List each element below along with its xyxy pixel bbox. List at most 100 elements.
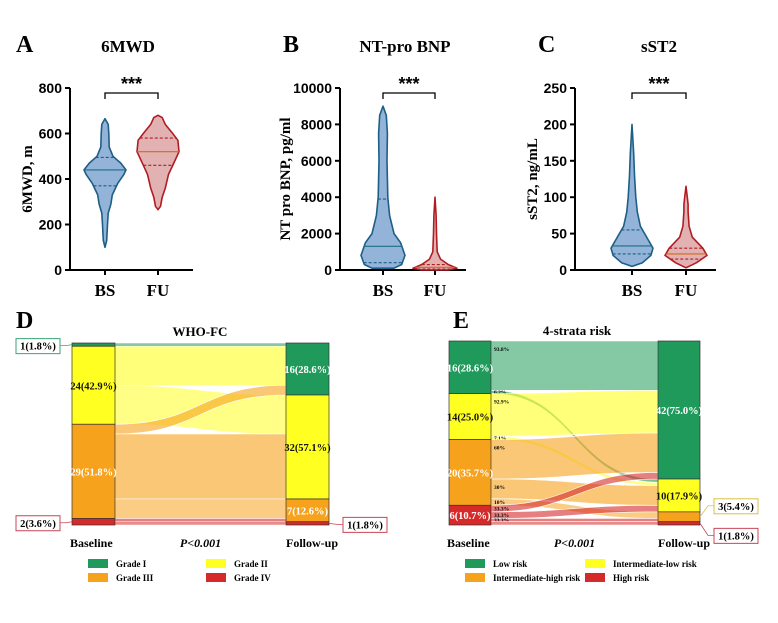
followup-node-2 — [657, 478, 701, 513]
legend-label: Grade II — [234, 559, 268, 569]
sankey-panel-d: 1(1.8%) 24(42.9%) 29(51.8%) 2(3.6%) 16(28.6%… — [15, 338, 388, 583]
legend-swatch — [465, 573, 485, 582]
y-tick-label: 200 — [544, 116, 568, 132]
flow-percent-label: 60% — [494, 446, 505, 452]
legend-swatch — [88, 573, 108, 582]
y-tick-label: 0 — [559, 262, 567, 278]
panel-letter-c: C — [538, 32, 555, 58]
flow-ribbon — [490, 432, 659, 480]
panel-e-title: 4-strata risk — [543, 323, 612, 338]
callout-leader — [699, 523, 714, 536]
violin-fu — [136, 114, 180, 211]
violin-bs — [610, 123, 654, 268]
flow-percent-label: 93.8% — [494, 347, 509, 353]
y-tick-label: 8000 — [301, 116, 332, 132]
followup-node-4 — [657, 521, 701, 526]
sankey-panel-e: 93.8%6.2%92.9%7.1%60%30%10%33.3%33.3%33.… — [447, 340, 759, 583]
callout-leader — [60, 521, 73, 524]
callout-leader — [60, 344, 73, 347]
flow-ribbon — [114, 521, 287, 526]
legend-swatch — [206, 573, 226, 582]
baseline-node-label: 6(10.7%) — [449, 511, 491, 522]
followup-node-1 — [657, 340, 701, 480]
flow-ribbon — [490, 340, 659, 391]
panel-b-title: NT-pro BNP — [359, 37, 450, 56]
flow-percent-label: 33.3% — [494, 507, 509, 513]
legend-label: Intermediate-high risk — [493, 573, 580, 583]
flow-ribbon — [490, 389, 659, 437]
flow-percent-label: 6.2% — [494, 390, 506, 396]
followup-node-3 — [657, 511, 701, 523]
followup-node-label: 10(17.9%) — [656, 491, 703, 502]
significance-bracket — [382, 92, 436, 99]
baseline-node-label: 29(51.8%) — [70, 467, 117, 478]
y-tick-label: 0 — [324, 262, 332, 278]
baseline-node-label: 14(25.0%) — [447, 413, 494, 424]
x-tick-label: BS — [95, 281, 116, 300]
followup-callout-label: 1(1.8%) — [347, 520, 383, 531]
y-tick-label: 250 — [544, 80, 568, 96]
y-tick-label: 600 — [39, 126, 63, 142]
followup-node-4 — [285, 521, 330, 526]
legend-swatch — [465, 559, 485, 568]
followup-node-label: 32(57.1%) — [284, 443, 331, 454]
panel-letter-d: D — [16, 308, 33, 334]
panel-letter-a: A — [16, 32, 34, 58]
followup-node-label: 16(28.6%) — [284, 365, 331, 376]
baseline-node-4 — [71, 518, 116, 526]
baseline-node-1 — [71, 342, 116, 347]
significance-label: *** — [648, 74, 669, 94]
followup-node-1 — [285, 342, 330, 396]
flow-percent-label: 10% — [494, 500, 505, 506]
baseline-node-label: 24(42.9%) — [70, 381, 117, 392]
x-tick-label: FU — [424, 281, 447, 300]
callout-box — [713, 527, 759, 544]
callout-leader — [699, 505, 714, 518]
baseline-node-4 — [448, 504, 492, 526]
y-tick-label: 100 — [544, 189, 568, 205]
y-tick-label: 10000 — [293, 80, 332, 96]
violin-panel-a: 0 200 400 600 800 6MWD, m BS FU *** — [20, 74, 193, 300]
baseline-node-2 — [71, 345, 116, 425]
violin-panel-c: 0 50 100 150 200 250 sST2, ng/mL BS FU *** — [525, 74, 716, 300]
x-tick-label: BS — [622, 281, 643, 300]
baseline-node-label: 16(28.6%) — [447, 363, 494, 374]
x-tick-label: BS — [373, 281, 394, 300]
y-axis-label: sST2, ng/mL — [525, 138, 541, 220]
legend-swatch — [585, 559, 605, 568]
followup-node-2 — [285, 394, 330, 500]
flow-percent-label: 33.3% — [494, 518, 509, 524]
legend-label: Grade I — [116, 559, 147, 569]
x-tick-label: FU — [147, 281, 170, 300]
legend-label: Low risk — [493, 559, 527, 569]
baseline-label: Baseline — [447, 536, 490, 550]
flow-percent-label: 30% — [494, 485, 505, 491]
legend-label: Grade III — [116, 573, 154, 583]
baseline-callout-label: 2(3.6%) — [20, 519, 56, 530]
followup-callout-label: 3(5.4%) — [718, 502, 754, 513]
y-tick-label: 4000 — [301, 189, 332, 205]
callout-box — [15, 338, 61, 355]
callout-box — [713, 498, 759, 515]
flow-ribbon — [114, 518, 287, 523]
followup-callout-label: 1(1.8%) — [718, 531, 754, 542]
legend-swatch — [88, 559, 108, 568]
baseline-node-3 — [71, 423, 116, 519]
callout-leader — [328, 522, 343, 525]
violin-panel-b: 0 2000 4000 6000 8000 10000 NT pro BNP, pg/ml B… — [278, 74, 466, 300]
flow-percent-label: 7.1% — [494, 436, 506, 442]
significance-label: *** — [398, 74, 419, 94]
legend-label: High risk — [613, 573, 649, 583]
baseline-label: Baseline — [70, 536, 113, 550]
significance-bracket — [631, 92, 687, 99]
followup-label: Follow-up — [658, 536, 710, 550]
flow-percent-label: 33.3% — [494, 513, 509, 519]
violin-fu — [664, 185, 708, 269]
violin-bs — [83, 117, 127, 249]
significance-bracket — [104, 92, 159, 99]
baseline-callout-label: 1(1.8%) — [20, 342, 56, 353]
y-tick-label: 2000 — [301, 226, 332, 242]
followup-node-label: 42(75.0%) — [656, 406, 703, 417]
legend-swatch — [206, 559, 226, 568]
